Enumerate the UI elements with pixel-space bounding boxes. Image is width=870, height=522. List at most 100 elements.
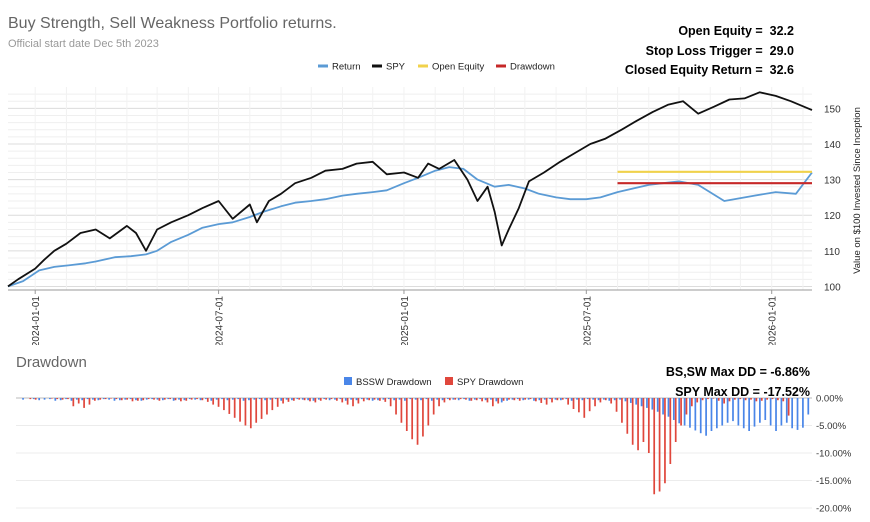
legend-label: BSSW Drawdown [356,377,432,388]
legend-label: Drawdown [510,62,555,73]
bar-spy-drawdown [287,398,290,402]
bar-bssw-drawdown [506,398,508,401]
bar-bssw-drawdown [81,398,84,401]
bar-bssw-drawdown [156,398,159,400]
bar-spy-drawdown [610,398,613,404]
bar-bssw-drawdown [54,398,57,401]
bar-bssw-drawdown [780,398,783,426]
bar-bssw-drawdown [119,398,121,401]
bar-spy-drawdown [411,398,414,440]
x-tick-label: 2024-07-01 [215,296,226,345]
bar-bssw-drawdown [113,398,116,401]
bar-spy-drawdown [233,398,236,418]
x-tick-label: 2024-01-01 [31,296,42,345]
bar-spy-drawdown [147,398,150,400]
bar-bssw-drawdown [597,398,600,401]
bar-spy-drawdown [99,398,102,400]
bar-spy-drawdown [723,398,725,404]
bar-spy-drawdown [163,398,166,400]
bar-bssw-drawdown [748,398,750,431]
bar-bssw-drawdown [38,398,41,401]
bar-spy-drawdown [389,398,392,407]
bar-spy-drawdown [508,398,510,400]
bar-spy-drawdown [169,398,171,400]
bar-spy-drawdown [88,398,91,405]
bar-bssw-drawdown [640,398,643,407]
bar-bssw-drawdown [742,398,745,429]
x-tick-label: 2026-01-01 [768,296,779,345]
bar-spy-drawdown [115,398,118,400]
bar-spy-drawdown [282,398,284,404]
bar-spy-drawdown [637,398,639,451]
y-tick-label: 110 [824,247,840,258]
bar-spy-drawdown [83,398,85,408]
bar-spy-drawdown [647,398,650,453]
stat-closed-equity: Closed Equity Return = 32.6 [625,61,794,81]
bar-bssw-drawdown [667,398,670,417]
bar-bssw-drawdown [231,398,234,400]
bar-bssw-drawdown [791,398,794,429]
bar-spy-drawdown [669,398,672,464]
bar-bssw-drawdown [796,398,799,430]
bar-spy-drawdown [690,398,693,407]
bar-spy-drawdown [201,398,204,401]
bar-spy-drawdown [540,398,543,403]
bar-spy-drawdown [621,398,623,423]
bar-spy-drawdown [572,398,575,409]
bar-spy-drawdown [502,398,505,401]
bar-spy-drawdown [685,398,688,415]
bar-spy-drawdown [535,398,537,402]
bar-bssw-drawdown [689,398,691,428]
bar-spy-drawdown [126,398,128,400]
bar-spy-drawdown [50,398,53,399]
bar-spy-drawdown [196,398,198,400]
bar-bssw-drawdown [199,398,202,401]
bar-spy-drawdown [529,398,532,400]
bar-spy-drawdown [56,398,59,400]
stat-value: -17.52% [763,384,810,399]
bar-spy-drawdown [744,398,747,401]
bar-bssw-drawdown [543,398,546,400]
bar-bssw-drawdown [398,398,401,400]
x-tick-label: 2025-01-01 [400,296,411,345]
bar-spy-drawdown [701,398,704,401]
bar-bssw-drawdown [570,398,573,401]
bar-bssw-drawdown [759,398,761,423]
bar-spy-drawdown [739,398,742,400]
bar-spy-drawdown [93,398,96,401]
bar-spy-drawdown [497,398,500,404]
bar-spy-drawdown [642,398,645,442]
bar-bssw-drawdown [92,398,94,400]
bar-spy-drawdown [631,398,634,445]
bar-spy-drawdown [206,398,209,402]
bar-bssw-drawdown [344,398,347,401]
bar-spy-drawdown [615,398,618,412]
legend-label: Return [332,62,361,73]
x-tick-label: 2025-07-01 [582,296,593,345]
bar-spy-drawdown [384,398,387,402]
bar-bssw-drawdown [732,398,734,422]
bar-bssw-drawdown [248,398,250,401]
bar-bssw-drawdown [59,398,62,401]
bar-spy-drawdown [373,398,376,400]
bar-bssw-drawdown [269,398,272,400]
bar-spy-drawdown [551,398,553,403]
bar-spy-drawdown [223,398,225,411]
bar-bssw-drawdown [549,398,551,400]
y-axis-label: Value on $100 Invested Since Inception [852,107,863,274]
bar-spy-drawdown [658,398,661,492]
bar-bssw-drawdown [430,398,433,401]
bar-spy-drawdown [266,398,268,415]
bar-bssw-drawdown [205,398,207,400]
bar-bssw-drawdown [457,398,460,401]
bar-bssw-drawdown [350,398,352,400]
stat-stop-loss: Stop Loss Trigger = 29.0 [625,42,794,62]
legend-label: SPY Drawdown [457,377,523,388]
bar-spy-drawdown [405,398,408,431]
bar-bssw-drawdown [807,398,810,415]
bar-spy-drawdown [588,398,591,412]
y-tick-label: -20.00% [816,504,852,515]
bar-bssw-drawdown [366,398,369,400]
bar-bssw-drawdown [699,398,702,434]
